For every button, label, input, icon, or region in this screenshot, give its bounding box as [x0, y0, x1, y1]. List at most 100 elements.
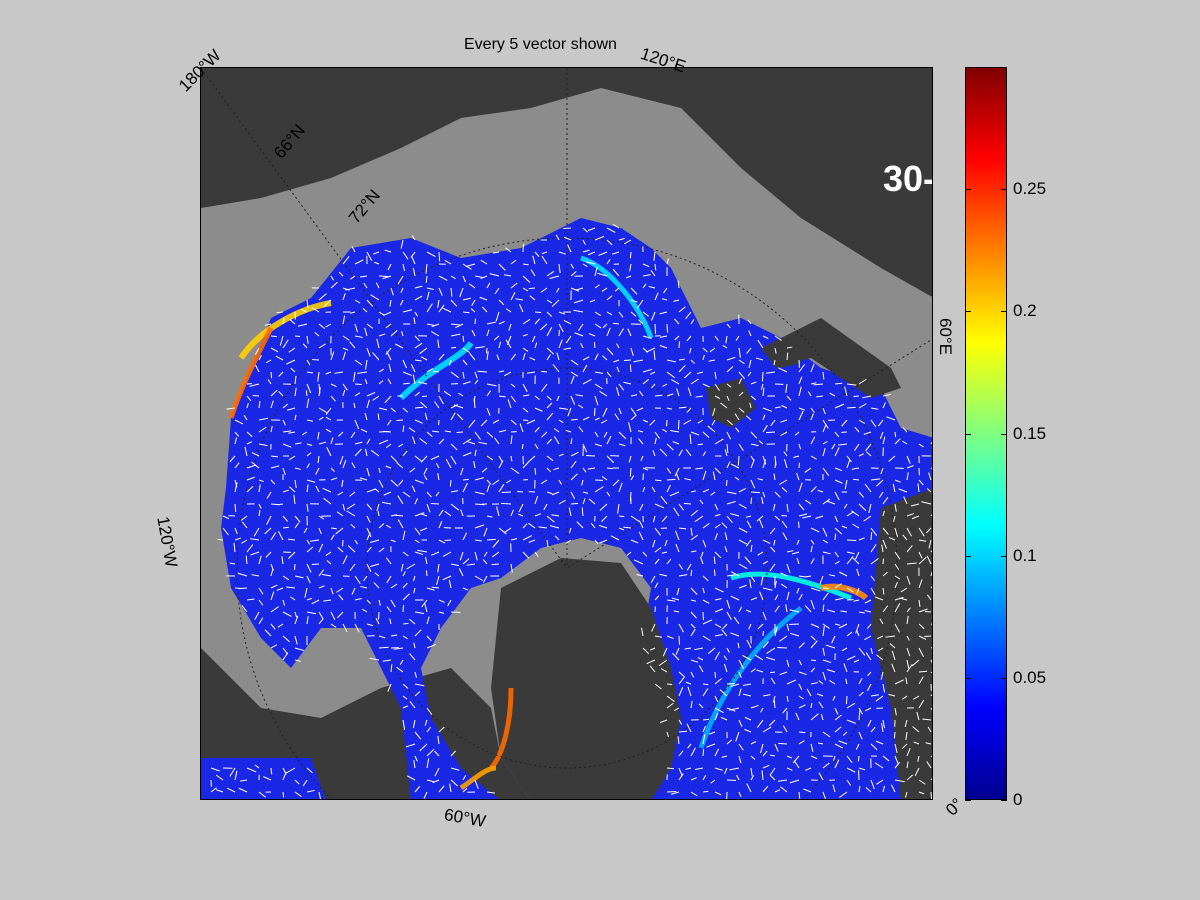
- drift-vector: [546, 299, 553, 304]
- drift-vector: [402, 450, 408, 457]
- drift-vector: [364, 448, 368, 457]
- drift-vector: [270, 767, 273, 775]
- drift-vector: [654, 437, 657, 445]
- drift-vector: [286, 767, 296, 774]
- drift-vector: [424, 556, 428, 565]
- drift-vector: [774, 594, 779, 601]
- drift-vector: [518, 513, 524, 517]
- drift-vector: [414, 551, 424, 556]
- drift-vector: [918, 479, 924, 486]
- drift-vector: [870, 478, 881, 481]
- drift-vector: [642, 311, 649, 317]
- drift-vector: [876, 779, 884, 785]
- drift-vector: [282, 599, 286, 606]
- drift-vector: [702, 587, 705, 594]
- drift-vector: [726, 366, 734, 373]
- drift-vector: [277, 530, 284, 541]
- drift-vector: [402, 593, 410, 601]
- drift-vector: [750, 497, 753, 505]
- drift-vector: [338, 594, 344, 601]
- drift-vector: [750, 491, 760, 494]
- drift-vector: [438, 599, 445, 603]
- drift-vector: [546, 515, 555, 523]
- drift-vector: [543, 503, 548, 511]
- drift-vector: [546, 539, 549, 547]
- drift-vector: [738, 719, 743, 727]
- drift-vector: [318, 416, 324, 421]
- drift-vector: [870, 544, 877, 553]
- drift-vector: [294, 791, 302, 798]
- drift-vector: [623, 381, 632, 385]
- drift-vector: [769, 767, 776, 776]
- drift-vector: [400, 287, 404, 293]
- drift-vector: [318, 407, 328, 413]
- drift-vector: [678, 449, 683, 457]
- drift-vector: [650, 270, 656, 277]
- drift-vector: [709, 731, 716, 735]
- drift-vector: [606, 311, 613, 316]
- drift-vector: [293, 494, 296, 505]
- drift-vector: [444, 430, 452, 433]
- drift-vector: [834, 447, 840, 457]
- drift-vector: [357, 371, 368, 374]
- drift-vector: [552, 364, 560, 373]
- drift-vector: [372, 395, 380, 401]
- drift-vector: [841, 647, 848, 652]
- drift-vector: [282, 317, 285, 325]
- drift-vector: [827, 500, 836, 505]
- drift-vector: [386, 575, 392, 584]
- drift-vector: [798, 376, 803, 385]
- drift-vector: [615, 387, 620, 397]
- novaya-zemlya: [761, 318, 901, 398]
- drift-vector: [354, 623, 360, 633]
- drift-vector: [892, 483, 896, 493]
- drift-vector: [424, 412, 428, 421]
- drift-vector: [834, 533, 837, 541]
- drift-vector: [675, 543, 680, 553]
- drift-vector: [341, 479, 344, 488]
- drift-vector: [486, 390, 491, 397]
- drift-vector: [398, 479, 404, 486]
- drift-vector: [570, 270, 577, 277]
- drift-vector: [642, 368, 653, 373]
- drift-vector: [450, 346, 457, 349]
- drift-vector: [426, 779, 435, 783]
- drift-vector: [462, 482, 468, 493]
- drift-vector: [761, 770, 764, 781]
- drift-vector: [238, 787, 248, 793]
- drift-vector: [906, 472, 909, 481]
- drift-vector: [354, 323, 359, 333]
- drift-vector: [891, 650, 896, 661]
- drift-vector: [877, 419, 884, 427]
- drift-vector: [288, 551, 296, 560]
- drift-vector: [226, 787, 236, 793]
- drift-vector: [378, 407, 388, 411]
- drift-vector: [772, 695, 776, 703]
- drift-vector: [339, 455, 344, 465]
- drift-vector: [779, 671, 788, 676]
- drift-vector: [364, 379, 368, 385]
- drift-vector: [438, 539, 446, 544]
- drift-vector: [697, 657, 704, 661]
- drift-vector: [510, 563, 513, 573]
- drift-vector: [822, 731, 831, 738]
- drift-vector: [432, 430, 440, 433]
- drift-vector: [882, 571, 888, 577]
- drift-vector: [781, 520, 788, 529]
- drift-vector: [234, 527, 238, 535]
- drift-vector: [666, 371, 675, 379]
- drift-vector: [599, 390, 608, 397]
- drift-vector: [690, 359, 695, 364]
- drift-vector: [778, 742, 788, 745]
- drift-vector: [278, 371, 284, 377]
- drift-vector: [386, 606, 392, 613]
- drift-vector: [363, 282, 368, 289]
- drift-vector: [462, 452, 472, 457]
- drift-vector: [462, 775, 467, 781]
- drift-vector: [677, 280, 680, 289]
- drift-vector: [282, 771, 287, 781]
- drift-vector: [420, 401, 428, 409]
- drift-vector: [588, 498, 596, 505]
- drift-vector: [414, 691, 421, 697]
- drift-vector: [789, 623, 800, 626]
